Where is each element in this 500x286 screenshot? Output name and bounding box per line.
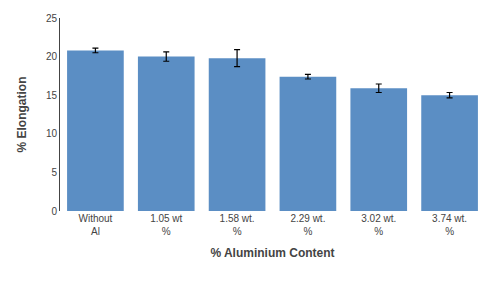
svg-text:2.29 wt.%: 2.29 wt.% (290, 213, 325, 237)
svg-text:1.58 wt.%: 1.58 wt.% (220, 213, 255, 237)
svg-text:15: 15 (46, 90, 58, 101)
svg-text:WithoutAl: WithoutAl (78, 213, 112, 237)
svg-text:5: 5 (51, 167, 57, 178)
svg-text:0: 0 (51, 206, 57, 217)
svg-text:25: 25 (46, 13, 58, 24)
svg-text:% Aluminium Content: % Aluminium Content (210, 246, 334, 260)
svg-text:20: 20 (46, 51, 58, 62)
svg-text:% Elongation: % Elongation (15, 77, 29, 153)
svg-text:3.74 wt.%: 3.74 wt.% (432, 213, 467, 237)
svg-text:1.05 wt%: 1.05 wt% (150, 213, 182, 237)
svg-text:10: 10 (46, 128, 58, 139)
svg-text:3.02 wt.%: 3.02 wt.% (361, 213, 396, 237)
